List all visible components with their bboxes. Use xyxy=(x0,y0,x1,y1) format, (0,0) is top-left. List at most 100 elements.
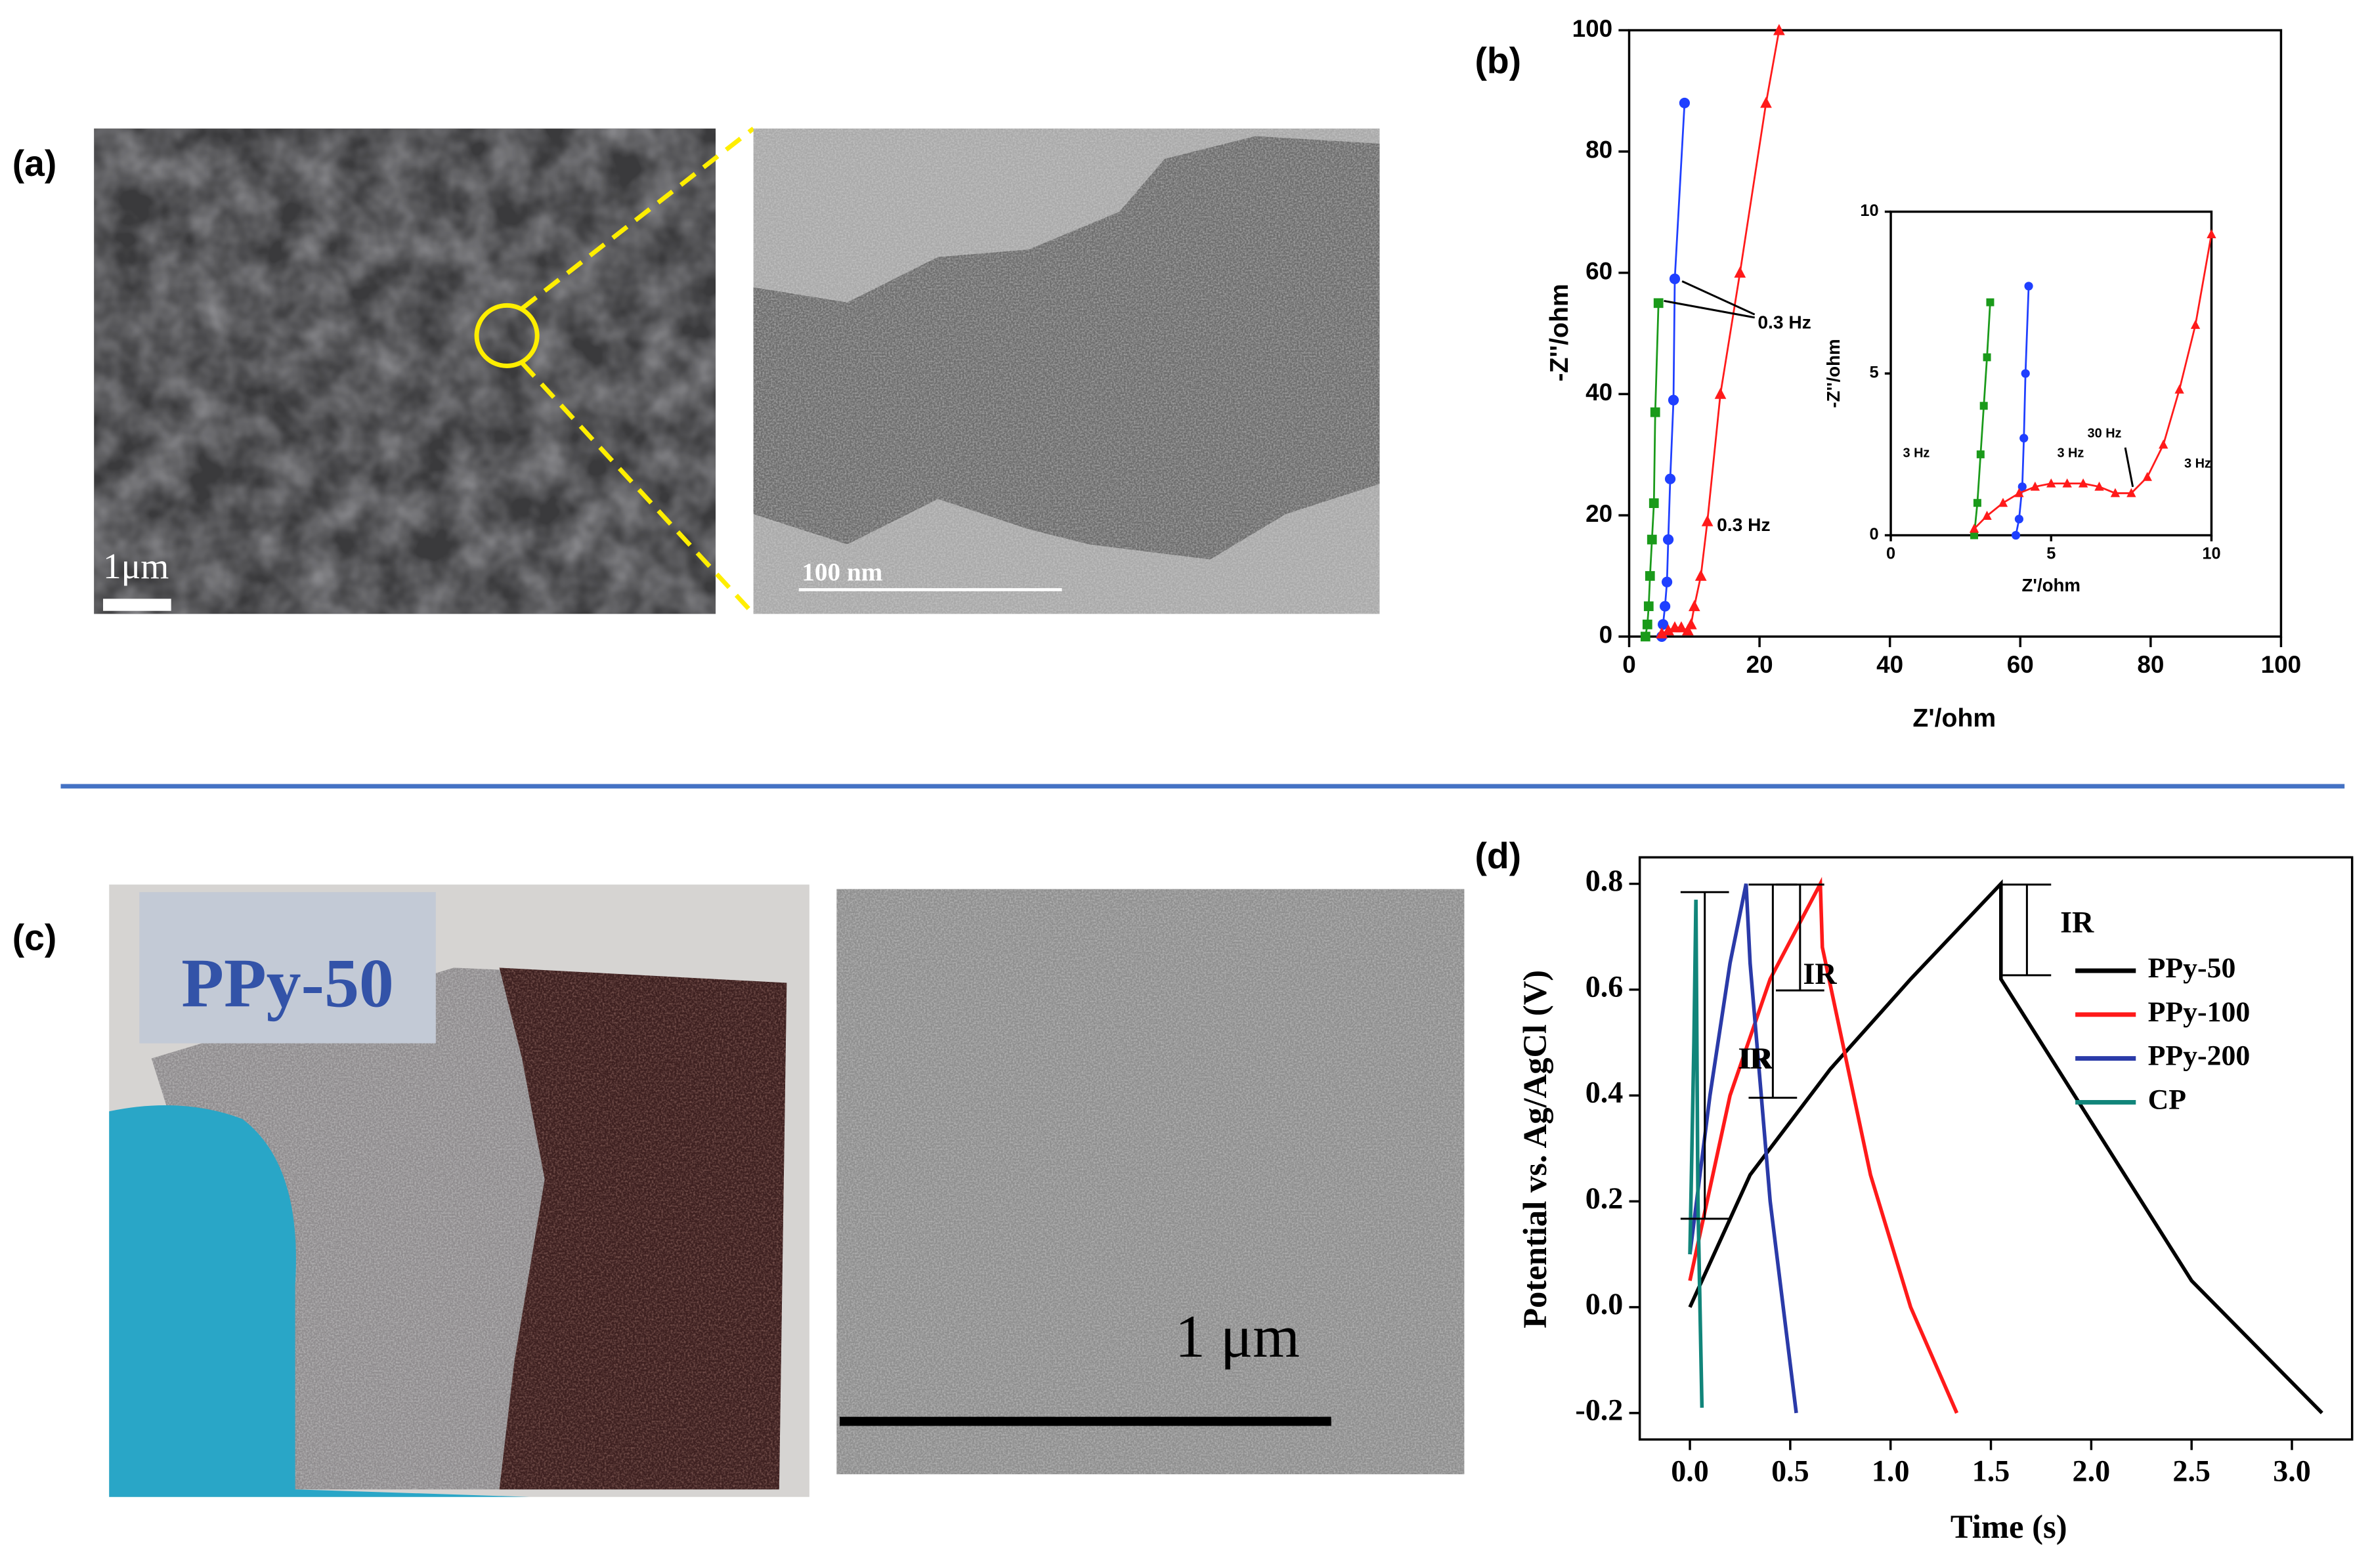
y-tick-label: 40 xyxy=(1585,379,1612,406)
blue-glove xyxy=(109,1105,530,1497)
series-line xyxy=(1688,883,1798,1414)
marker xyxy=(1642,620,1652,629)
y-tick-label: 0 xyxy=(1870,525,1879,543)
marker xyxy=(2142,472,2152,481)
series-line xyxy=(1660,102,1686,637)
panel-label: (d) xyxy=(1475,836,1522,876)
annotation: IR xyxy=(1803,957,1837,990)
panel-label: (a) xyxy=(12,143,57,184)
x-tick-label: 2.0 xyxy=(2073,1454,2111,1488)
marker xyxy=(1650,407,1660,417)
marker xyxy=(2062,478,2072,488)
marker xyxy=(1669,273,1681,284)
x-tick-label: 40 xyxy=(1876,651,1903,678)
marker xyxy=(1973,499,1981,507)
marker xyxy=(2078,478,2088,488)
y-tick-label: 0.6 xyxy=(1585,969,1624,1003)
marker xyxy=(2014,488,2024,498)
marker xyxy=(1701,515,1714,526)
label-card xyxy=(139,892,436,1044)
marker xyxy=(1685,618,1697,629)
marker xyxy=(1982,511,1992,520)
sem-texture xyxy=(94,128,716,614)
y-tick-label: 0.4 xyxy=(1585,1076,1624,1109)
y-axis-label: Potential vs. Ag/AgCl (V) xyxy=(1517,970,1553,1328)
marker xyxy=(1679,97,1691,109)
y-tick-label: 10 xyxy=(1860,201,1878,220)
marker xyxy=(2014,515,2024,524)
annotation-arrow xyxy=(1681,280,1756,316)
annotation: 3 Hz xyxy=(2057,446,2084,460)
annotation: IR xyxy=(1740,1042,1774,1075)
marker xyxy=(2017,482,2027,492)
series-line xyxy=(1973,302,1991,536)
marker xyxy=(1734,266,1746,278)
marker xyxy=(1640,631,1650,642)
scale-bar xyxy=(103,599,171,611)
marker xyxy=(1714,387,1727,399)
x-axis-label: Z'/ohm xyxy=(2022,575,2081,595)
legend-label: CP xyxy=(2148,1084,2186,1115)
annotation: IR xyxy=(2060,905,2094,939)
y-tick-label: 0.2 xyxy=(1585,1181,1624,1215)
annotation: 30 Hz xyxy=(2088,426,2122,440)
marker xyxy=(1970,531,1979,540)
scale-label: 1μm xyxy=(103,546,169,586)
marker xyxy=(2046,478,2056,488)
marker xyxy=(1645,571,1655,581)
annotation-arrow xyxy=(2124,447,2134,488)
marker xyxy=(1688,600,1700,612)
y-tick-label: 5 xyxy=(1870,364,1879,382)
x-tick-label: 0.0 xyxy=(1671,1454,1709,1488)
x-tick-label: 2.5 xyxy=(2172,1454,2210,1488)
legend-label: PPy-50 xyxy=(2148,952,2236,984)
x-tick-label: 1.5 xyxy=(1972,1454,2010,1488)
x-tick-label: 1.0 xyxy=(1872,1454,1910,1488)
ppy-coated-texture xyxy=(499,967,787,1490)
marker xyxy=(1979,402,1988,410)
marker xyxy=(1658,619,1669,630)
panel-label: (b) xyxy=(1475,40,1522,81)
marker xyxy=(2110,488,2121,498)
x-axis-label: Time (s) xyxy=(1951,1508,2067,1545)
scale-label: 1 μm xyxy=(1175,1303,1300,1370)
annotation-arrow xyxy=(1664,299,1755,319)
y-tick-label: -0.2 xyxy=(1575,1393,1623,1426)
marker xyxy=(2024,282,2033,291)
marker xyxy=(1668,394,1679,406)
marker xyxy=(2019,434,2029,443)
annotation: IR xyxy=(1738,1042,1772,1075)
series-line xyxy=(1688,879,2323,1414)
plot-frame xyxy=(1628,29,2283,638)
annotation: 0.3 Hz xyxy=(1717,514,1770,535)
annotation: 3 Hz xyxy=(2184,457,2211,471)
marker xyxy=(1661,576,1673,587)
marker xyxy=(1643,601,1654,612)
marker xyxy=(1694,569,1707,581)
x-axis-label: Z'/ohm xyxy=(1912,704,1996,732)
marker xyxy=(1647,534,1657,545)
zoom-circle xyxy=(474,303,540,368)
x-tick-label: 20 xyxy=(1746,651,1773,678)
marker xyxy=(1983,353,1991,362)
annotation: 3 Hz xyxy=(1903,446,1930,460)
panel-label: (c) xyxy=(12,918,57,958)
marker xyxy=(1773,24,1785,35)
marker xyxy=(1998,498,2008,507)
x-tick-label: 0 xyxy=(1886,545,1895,563)
marker xyxy=(1664,473,1676,484)
marker xyxy=(1760,96,1772,108)
y-tick-label: 0.8 xyxy=(1585,864,1624,897)
sem-texture xyxy=(836,889,1465,1475)
x-tick-label: 0 xyxy=(1622,651,1636,678)
marker xyxy=(1969,523,1979,533)
series-line xyxy=(1688,876,1959,1414)
x-tick-label: 10 xyxy=(2202,545,2220,563)
marker xyxy=(1649,498,1659,509)
plot-frame xyxy=(1638,856,2354,1441)
zoom-line xyxy=(521,127,755,310)
series-line xyxy=(1688,899,1704,1408)
marker xyxy=(2094,481,2104,491)
